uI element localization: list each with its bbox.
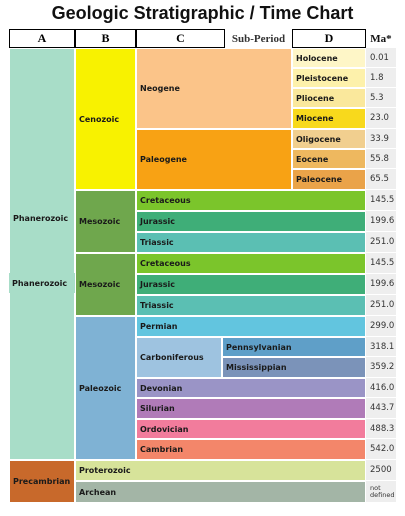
eon-phanerozoic: Phanerozoic (9, 48, 75, 460)
ma-value: 318.1 (366, 337, 396, 357)
era-cenozoic: Cenozoic (75, 48, 136, 190)
era-proterozoic: Proterozoic (75, 460, 366, 481)
epoch-paleocene: Paleocene (292, 169, 366, 190)
period-cretaceous: Cretaceous (136, 190, 366, 211)
epoch-eocene: Eocene (292, 149, 366, 169)
header-ma: Ma* (370, 32, 392, 45)
epoch-oligocene: Oligocene (292, 129, 366, 149)
ma-value-not-defined: not defined (366, 481, 396, 503)
period-jurassic-repeat: Jurassic (136, 274, 366, 295)
ma-value: 251.0 (366, 295, 396, 316)
ma-value: 33.9 (366, 129, 396, 149)
ma-value: 1.8 (366, 68, 396, 88)
period-cambrian: Cambrian (136, 439, 366, 460)
period-permian: Permian (136, 316, 366, 337)
ma-value: 23.0 (366, 108, 396, 129)
header-sub-period: Sub-Period (231, 32, 286, 45)
period-triassic-repeat: Triassic (136, 295, 366, 316)
ma-value: 55.8 (366, 149, 396, 169)
epoch-holocene: Holocene (292, 48, 366, 68)
period-neogene: Neogene (136, 48, 292, 129)
ma-value: 542.0 (366, 439, 396, 460)
era-mesozoic: Mesozoic (75, 190, 136, 253)
ma-value: 145.5 (366, 190, 396, 211)
ma-value: 2500 (366, 460, 396, 481)
eon-precambrian: Precambrian (9, 460, 75, 503)
ma-value: 416.0 (366, 378, 396, 398)
period-carboniferous: Carboniferous (136, 337, 222, 378)
period-jurassic: Jurassic (136, 211, 366, 232)
ma-value: 65.5 (366, 169, 396, 190)
era-archean: Archean (75, 481, 366, 503)
period-silurian: Silurian (136, 398, 366, 419)
epoch-pleistocene: Pleistocene (292, 68, 366, 88)
eon-phanerozoic-repeat: Phanerozoic (9, 273, 75, 293)
ma-value: 359.2 (366, 357, 396, 378)
ma-value: 251.0 (366, 232, 396, 253)
ma-value: 299.0 (366, 316, 396, 337)
period-ordovician: Ordovician (136, 419, 366, 439)
subperiod-pennsylvanian: Pennsylvanian (222, 337, 366, 357)
chart-title: Geologic Stratigraphic / Time Chart (51, 3, 354, 23)
header-d: D (292, 29, 366, 48)
period-triassic: Triassic (136, 232, 366, 253)
period-devonian: Devonian (136, 378, 366, 398)
era-paleozoic: Paleozoic (75, 316, 136, 460)
ma-value: 443.7 (366, 398, 396, 419)
epoch-miocene: Miocene (292, 108, 366, 129)
ma-value: 199.6 (366, 211, 396, 232)
ma-value: 199.6 (366, 274, 396, 295)
header-a: A (9, 29, 75, 48)
era-mesozoic-repeat: Mesozoic (75, 253, 136, 316)
ma-value: 0.01 (366, 48, 396, 68)
ma-value: 145.5 (366, 253, 396, 274)
ma-value: 488.3 (366, 419, 396, 439)
ma-value: 5.3 (366, 88, 396, 108)
epoch-pliocene: Pliocene (292, 88, 366, 108)
header-c: C (136, 29, 225, 48)
period-paleogene: Paleogene (136, 129, 292, 190)
subperiod-mississippian: Mississippian (222, 357, 366, 378)
period-cretaceous-repeat: Cretaceous (136, 253, 366, 274)
header-b: B (75, 29, 136, 48)
